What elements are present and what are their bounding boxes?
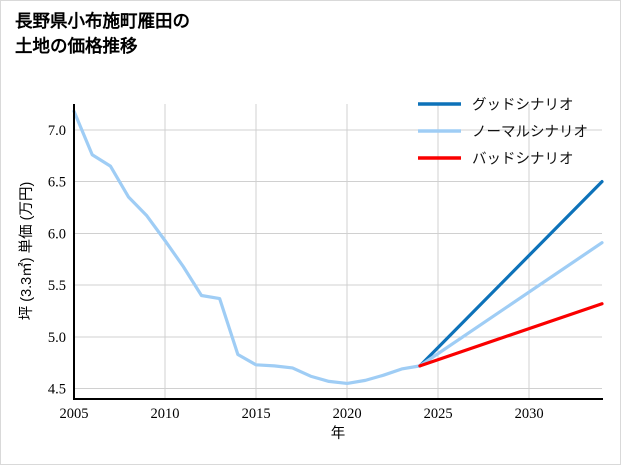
gridlines-group [73, 104, 602, 399]
page-title: 長野県小布施町雁田の 土地の価格推移 [15, 11, 190, 56]
x-axis-title: 年 [331, 425, 346, 442]
series-group [72, 109, 604, 386]
y-tick-label: 7.0 [48, 123, 66, 139]
y-tick-label: 5.5 [48, 278, 66, 294]
y-tick-label: 6.5 [48, 175, 66, 191]
x-tick-label: 2025 [424, 406, 453, 422]
series-line-history [72, 109, 422, 386]
axes-group [72, 104, 603, 401]
series-line-normal [418, 241, 604, 368]
y-tick-labels: 4.5 5.0 5.5 6.0 6.5 7.0 [48, 123, 66, 398]
legend-label-2: バッドシナリオ [472, 152, 574, 168]
y-axis-title: 坪 (3.3㎡) 単価 (万円) [18, 182, 35, 321]
legend-label-1: ノーマルシナリオ [472, 125, 588, 141]
y-tick-label: 6.0 [48, 226, 66, 242]
y-tick-label: 4.5 [48, 382, 66, 398]
x-tick-labels: 2005 2010 2015 2020 2025 2030 [60, 406, 544, 422]
x-tick-label: 2010 [151, 406, 180, 422]
y-tick-label: 5.0 [48, 330, 66, 346]
legend-label-0: グッドシナリオ [472, 97, 574, 114]
series-line-bad [418, 302, 604, 368]
x-tick-label: 2020 [333, 406, 362, 422]
series-line-good [418, 180, 604, 368]
x-tick-label: 2005 [60, 406, 89, 422]
x-tick-label: 2030 [515, 406, 544, 422]
x-tick-label: 2015 [242, 406, 271, 422]
